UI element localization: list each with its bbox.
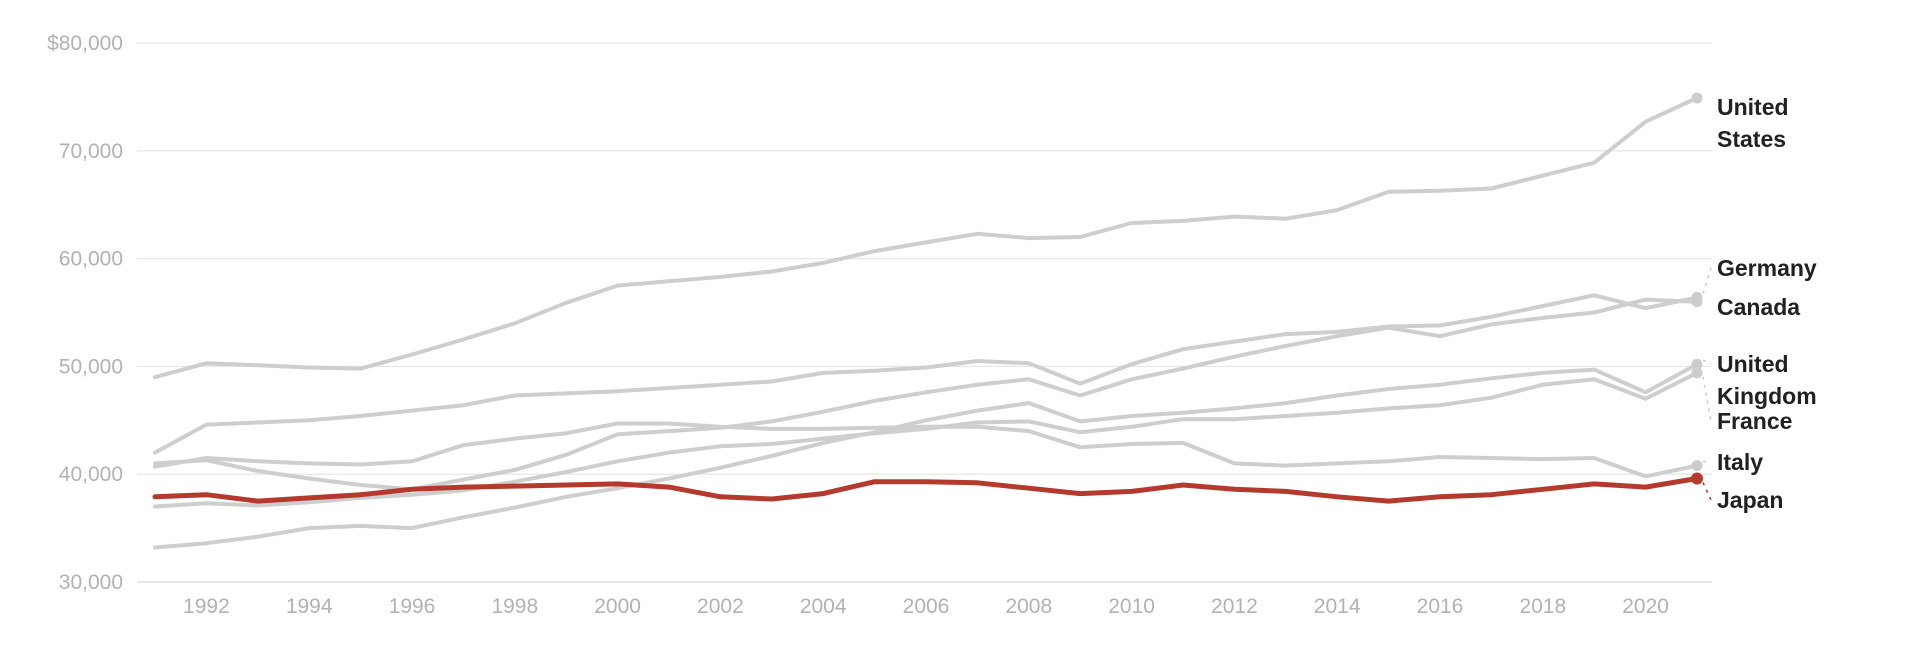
series-line-united-states [153, 96, 1699, 380]
y-tick-label: 50,000 [59, 355, 123, 378]
x-tick-label: 2010 [1108, 595, 1155, 618]
x-tick-label: 2008 [1005, 595, 1052, 618]
series-label-italy: Italy [1717, 449, 1763, 475]
series-line-germany [153, 293, 1699, 455]
x-tick-label: 1992 [183, 595, 230, 618]
label-leader-germany [1702, 267, 1712, 294]
x-tick-label: 2016 [1417, 595, 1464, 618]
end-dot-italy [1691, 460, 1703, 472]
end-dot-france [1691, 367, 1703, 379]
series-label-japan: Japan [1717, 487, 1783, 513]
series-label-germany: Germany [1717, 255, 1817, 281]
x-tick-label: 1996 [389, 595, 436, 618]
series-label-united-states: United [1717, 94, 1789, 120]
x-tick-label: 2006 [903, 595, 950, 618]
y-tick-label: 60,000 [59, 248, 123, 271]
series-line-canada [153, 297, 1699, 492]
label-leader-united-kingdom [1702, 359, 1712, 365]
x-tick-label: 2002 [697, 595, 744, 618]
label-leader-japan [1702, 482, 1712, 501]
series-label-united-kingdom: United [1717, 351, 1789, 377]
x-tick-label: 1998 [491, 595, 538, 618]
series-line-france [153, 370, 1699, 509]
y-tick-label: 70,000 [59, 140, 123, 163]
label-leader-france [1702, 376, 1712, 422]
y-tick-label: 40,000 [59, 463, 123, 486]
x-tick-label: 2000 [594, 595, 641, 618]
x-tick-label: 2004 [800, 595, 847, 618]
y-tick-label: $80,000 [47, 32, 123, 55]
series-line-italy [153, 421, 1699, 479]
end-dot-canada [1691, 296, 1703, 308]
series-label-canada: Canada [1717, 294, 1800, 320]
x-tick-label: 1994 [286, 595, 333, 618]
x-tick-label: 2020 [1622, 595, 1669, 618]
x-tick-label: 2012 [1211, 595, 1258, 618]
x-tick-label: 2014 [1314, 595, 1361, 618]
end-dot-united-kingdom [1691, 358, 1703, 370]
series-label-united-states: States [1717, 126, 1786, 152]
x-tick-label: 2018 [1519, 595, 1566, 618]
end-dot-japan [1691, 472, 1703, 485]
end-dot-united-states [1691, 92, 1703, 104]
series-line-united-kingdom [153, 362, 1699, 550]
series-label-united-kingdom: Kingdom [1717, 383, 1817, 409]
series-line-japan [152, 476, 1700, 504]
y-tick-label: 30,000 [59, 571, 123, 594]
series-label-france: France [1717, 408, 1792, 434]
